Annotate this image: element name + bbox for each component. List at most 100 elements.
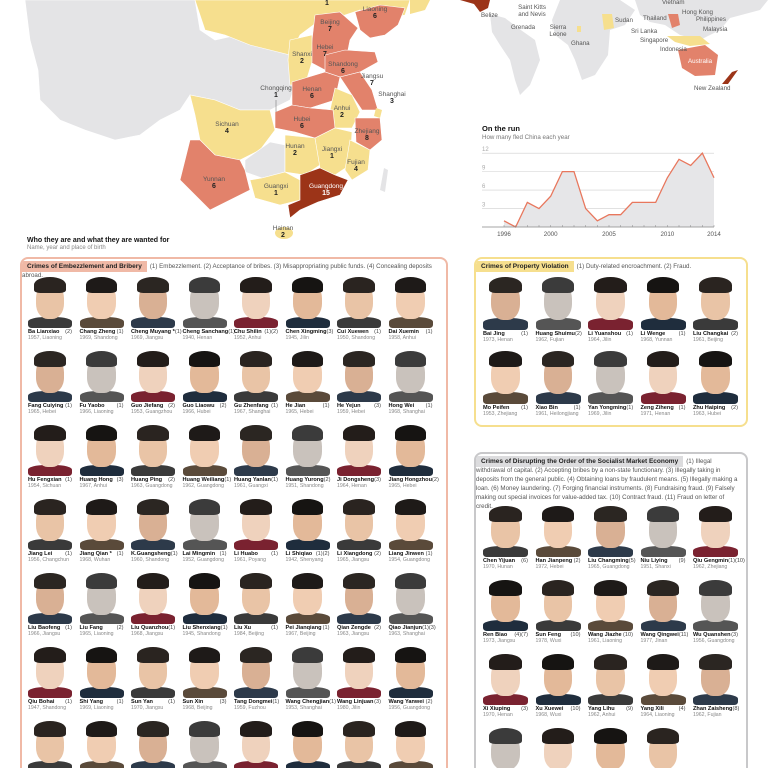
birth-year-place: 1961, Beijing	[693, 337, 723, 343]
mugshot-photo	[388, 424, 433, 476]
crime-code: (2)	[374, 625, 381, 631]
person-name-row: Tang Dongmei (1)	[234, 699, 279, 705]
person-name: Liu Xu	[234, 625, 252, 631]
country-label: Belize	[481, 12, 498, 19]
birth-year-place: 1968, Beijing	[182, 705, 213, 711]
birth-year-place: 1967, Shanghai	[234, 409, 271, 415]
mugshot-photo	[285, 498, 330, 550]
crime-code: (1)	[170, 551, 178, 557]
birth-year-place: 1953, Shanghai	[285, 705, 322, 711]
province-name: Sichuan	[215, 121, 239, 128]
province-count: 1	[274, 92, 278, 100]
birth-year-place: 1956, Guangdong	[693, 638, 735, 644]
country-label: Singapore	[640, 37, 669, 44]
crime-code: (2)	[116, 625, 124, 631]
province-count: 8	[365, 135, 369, 143]
mugshot-photo	[588, 505, 633, 557]
panel-header: Crimes of Property Violation (1) Duty-rel…	[476, 259, 746, 274]
province-count: 3	[390, 98, 394, 106]
person-card: Ji Dongsheng (3) 1964, Henan	[337, 424, 381, 489]
mugshot-photo	[693, 350, 738, 404]
person-name: Cheng Muyang *	[131, 329, 175, 335]
mugshot-photo	[640, 276, 686, 330]
province-label: Chongqing 1	[260, 85, 291, 101]
birth-year-place: 1950, Shandong	[337, 335, 376, 341]
province-name: Anhui	[333, 105, 351, 112]
mugshot-photo	[693, 505, 738, 557]
mugshot-photo	[131, 720, 175, 768]
province-count: 6	[300, 123, 304, 131]
person-name: Wang Yanwei	[388, 699, 424, 705]
person-card: Li Wenge (1) 1968, Yunnan	[640, 276, 686, 343]
crime-code: (1)	[220, 625, 228, 631]
who-heading: Who they are and what they are wanted fo…	[27, 237, 170, 244]
person-card: Qiu Gengmin (1)(10) 1962, Zhejiang	[693, 505, 745, 570]
birth-year-place: 1968, Jiangsu	[131, 631, 164, 637]
person-name-row: Xi Xiuping (3)	[483, 706, 528, 712]
birth-year-place: 1977, Jinan	[640, 638, 668, 644]
birth-year-place: 1945, Shandong	[182, 631, 221, 637]
person-name-row: Pei Jianqiang (1)	[286, 625, 330, 631]
person-name: Liu Shenxiang	[182, 625, 221, 631]
birth-year-place: 1952, Guangdong	[182, 557, 225, 563]
person-name: Chang Zheng	[79, 329, 116, 335]
person-card: Lai Mingmin (1) 1952, Guangdong	[182, 498, 227, 563]
mugshot-photo	[234, 276, 278, 328]
province-count: 6	[341, 68, 345, 76]
birth-year-place: 1967, Beijing	[285, 631, 316, 637]
person-name: Li Xiangdong	[337, 551, 373, 557]
person-name-row: Jiang Lei (1)	[28, 551, 72, 557]
person-name-row: Jiang Hongzhou (2)	[389, 477, 439, 483]
person-name-row: Chen Xingming (3)	[286, 329, 334, 335]
person-name: He Yejun	[337, 403, 361, 409]
birth-year-place: 1953, Zhejiang	[483, 411, 518, 417]
birth-year-place: 1973, Jiangsu	[483, 638, 516, 644]
person-card: Chen Xingming (3) 1945, Jilin	[285, 276, 334, 341]
mugshot-photo	[337, 424, 381, 476]
person-name-row: Shi Yang (1)	[80, 699, 124, 705]
person-card	[588, 727, 633, 768]
world-destination-map: Saint Kitts and Nevis Belize Grenada Sierra…	[460, 0, 768, 110]
person-name: Ren Biao	[483, 632, 508, 638]
panel-description: (1) Illegal withdrawal of capital. (2) A…	[476, 458, 738, 511]
crime-code: (1)	[521, 405, 528, 411]
person-card: Huang Shuimu (2) 1962, Fujian	[535, 276, 582, 343]
people-grid: Chen Yijuan (6) 1970, Hunan Han Jianpeng (2)…	[483, 505, 745, 768]
crime-code: (3)	[521, 706, 528, 712]
mugshot-photo	[640, 727, 686, 768]
person-name-row: Xu Xuewei (10)	[536, 706, 581, 712]
person-name: Lai Mingmin	[182, 551, 216, 557]
y-tick-label: 6	[482, 184, 486, 190]
birth-year-place: 1965, Hebei	[388, 483, 417, 489]
province-label: Beijing 7	[320, 19, 340, 35]
person-name-row: Qian Zengde (2)	[337, 625, 381, 631]
person-name: Liu Baofeng	[28, 625, 61, 631]
province-label: Guangdong 15	[309, 183, 343, 199]
person-card: Ba Lianxiao (2) 1957, Liaoning	[28, 276, 72, 341]
crime-code: (3)	[731, 632, 738, 638]
mugshot-photo	[483, 505, 528, 557]
person-card: Yang Lihu (9) 1962, Anhui	[588, 653, 633, 718]
province-name: Yunnan	[202, 176, 226, 183]
crime-code: (2)	[731, 331, 738, 337]
mugshot-photo	[337, 720, 381, 768]
birth-year-place: 1956, Guangdong	[388, 705, 431, 711]
person-name: Shi Yang	[79, 699, 104, 705]
country-label: Sierra Leone	[549, 24, 567, 38]
person-name-row: Huang Hong (3)	[80, 477, 124, 483]
mugshot-photo	[388, 350, 433, 402]
person-card: Fang Cuiying (1) 1965, Hebei	[28, 350, 72, 415]
crime-code: (1)	[65, 625, 72, 631]
birth-year-place: 1960, Shandong	[131, 557, 170, 563]
mugshot-photo	[79, 720, 124, 768]
mugshot-photo	[79, 424, 124, 476]
person-name: Chen Yijuan	[483, 558, 516, 564]
province-label: Hunan 2	[285, 143, 304, 159]
person-name: Qiao Jianjun	[388, 625, 423, 631]
mugshot-photo	[79, 572, 124, 624]
person-card: Liang Jinwen (1) 1954, Guangdong	[388, 498, 433, 563]
china-map-shapes	[24, 0, 430, 239]
mugshot-photo	[182, 350, 227, 402]
person-name-row: Zhan Zaisheng (8)	[693, 706, 739, 712]
mugshot-photo	[337, 572, 381, 624]
